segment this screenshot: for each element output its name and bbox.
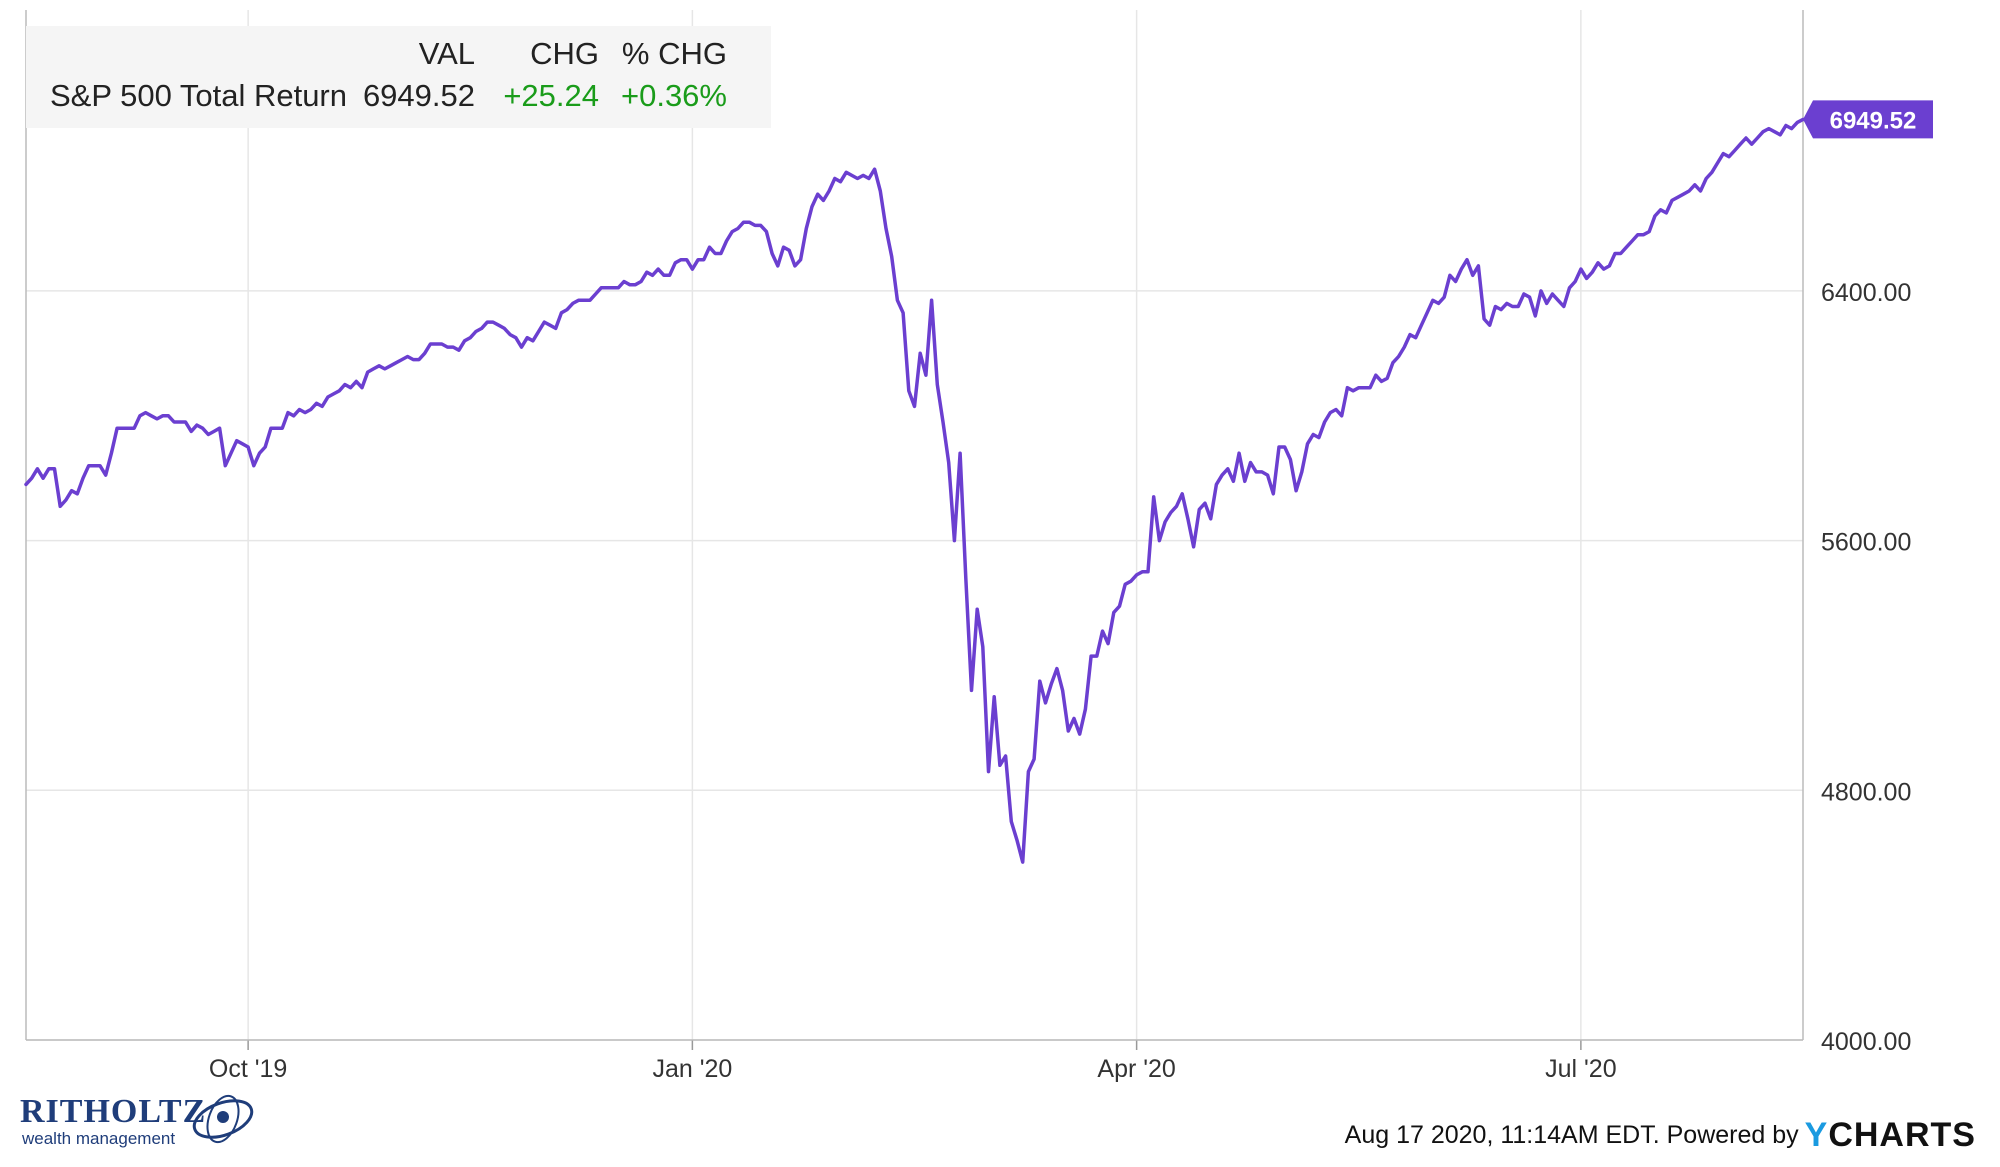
ycharts-logo: YCHARTS: [1804, 1116, 1976, 1154]
legend-series-name: S&P 500 Total Return: [50, 78, 347, 113]
legend-header-pct-chg: % CHG: [621, 36, 727, 71]
legend-series-value: 6949.52: [362, 78, 475, 113]
line-layer: [24, 117, 1805, 864]
chart-footer: Aug 17 2020, 11:14AM EDT. Powered by YCH…: [1345, 1116, 1976, 1155]
y-tick-label: 6400.00: [1821, 279, 1911, 307]
footer-timestamp: Aug 17 2020, 11:14AM EDT. Powered by: [1344, 1121, 1799, 1149]
last-value-badge-shape: [1803, 100, 1933, 139]
series-line-sp500-total-return: [24, 117, 1805, 864]
axes-layer: [25, 10, 1804, 1050]
legend-series-change: +25.24: [503, 78, 599, 113]
legend-header-chg: CHG: [530, 36, 599, 71]
grid-layer: [26, 10, 1803, 1041]
logo-name: RITHOLTZ: [20, 1093, 207, 1130]
last-value-badge: 6949.52: [1803, 100, 1933, 139]
x-tick-label: Oct '19: [209, 1055, 287, 1083]
x-tick-label: Jan '20: [652, 1055, 732, 1083]
ritholtz-logo: RITHOLTZ wealth management: [20, 1085, 254, 1153]
y-tick-label: 4800.00: [1821, 778, 1911, 806]
y-tick-label: 4000.00: [1821, 1028, 1911, 1056]
legend-header-val: VAL: [418, 36, 475, 71]
y-tick-label: 5600.00: [1821, 529, 1911, 557]
chart-legend-table: VAL CHG % CHG S&P 500 Total Return 6949.…: [26, 26, 771, 128]
x-tick-label: Jul '20: [1545, 1055, 1616, 1083]
logo-emblem-icon: [192, 1094, 254, 1144]
legend-series-pct-change: +0.36%: [620, 78, 727, 113]
x-tick-label: Apr '20: [1097, 1055, 1175, 1083]
logo-subtitle: wealth management: [22, 1129, 176, 1148]
labels-layer: 4000.00 4800.00 5600.00 6400.00 Oct '19 Jan '…: [209, 279, 1911, 1083]
last-value-badge-label: 6949.52: [1830, 107, 1917, 134]
